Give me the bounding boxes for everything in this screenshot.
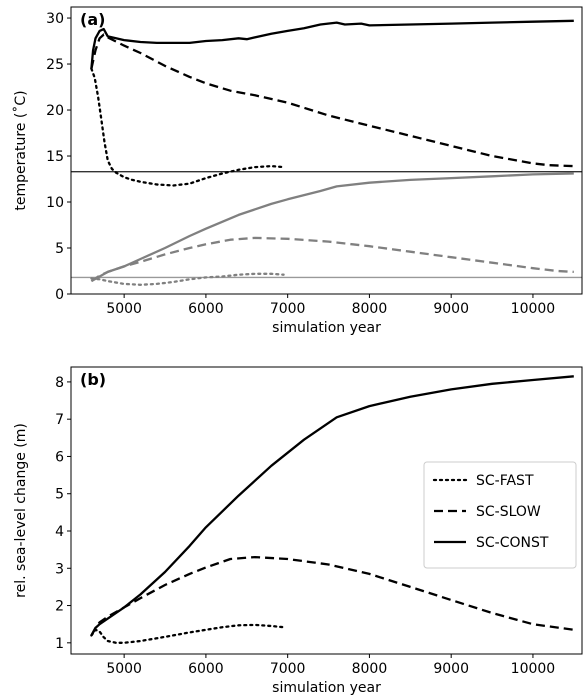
x-tick-label: 7000 xyxy=(270,661,306,677)
x-tick-label: 7000 xyxy=(270,301,306,317)
x-tick-label: 8000 xyxy=(352,661,388,677)
plot-frame xyxy=(70,6,583,295)
y-tick-label: 0 xyxy=(55,287,64,303)
x-tick-label: 5000 xyxy=(106,661,142,677)
y-tick-label: 1 xyxy=(55,636,64,652)
series-line-sc-slow xyxy=(90,555,574,636)
y-tick-label: 5 xyxy=(55,241,64,257)
legend-label-sc-fast: SC-FAST xyxy=(476,473,534,489)
y-tick-label: 2 xyxy=(55,599,64,615)
x-tick-label: 5000 xyxy=(106,301,142,317)
series-line-1 xyxy=(90,33,574,168)
y-tick-label: 3 xyxy=(55,561,64,577)
x-tick-label: 10000 xyxy=(511,301,556,317)
x-tick-label: 9000 xyxy=(433,301,469,317)
x-axis-label: simulation year xyxy=(272,680,381,696)
y-tick-label: 20 xyxy=(46,103,64,119)
y-tick-label: 8 xyxy=(55,375,64,391)
legend: SC-FAST SC-SLOW SC-CONST xyxy=(423,461,577,569)
panel-label: (b) xyxy=(80,370,106,389)
y-tick-label: 15 xyxy=(46,149,64,165)
series-line-sc-fast xyxy=(90,623,285,644)
x-tick-label: 8000 xyxy=(352,301,388,317)
y-tick-label: 25 xyxy=(46,57,64,73)
y-axis-label: rel. sea-level change (m) xyxy=(13,423,29,598)
x-tick-label: 6000 xyxy=(188,661,224,677)
y-tick-label: 5 xyxy=(55,487,64,503)
y-tick-label: 6 xyxy=(55,449,64,465)
panel-label: (a) xyxy=(80,10,105,29)
plot-frame xyxy=(70,366,583,655)
y-tick-label: 4 xyxy=(55,524,64,540)
series-line-0 xyxy=(90,67,285,187)
y-tick-label: 7 xyxy=(55,412,64,428)
legend-label-sc-const: SC-CONST xyxy=(476,535,549,551)
series-line-3 xyxy=(90,272,285,286)
y-tick-label: 10 xyxy=(46,195,64,211)
panel-a: 5000 6000 7000 8000 9000 10000 0 5 10 15 20 25 30 sim… xyxy=(12,6,583,336)
panel-b: 5000 6000 7000 8000 9000 10000 1 2 3 4 5 6 7 8 simulat… xyxy=(13,366,583,696)
series-line-sc-const xyxy=(90,375,574,636)
legend-label-sc-slow: SC-SLOW xyxy=(476,504,541,520)
series-line-4 xyxy=(90,236,574,283)
y-tick-label: 30 xyxy=(46,11,64,27)
series-line-2 xyxy=(90,19,574,69)
x-tick-label: 10000 xyxy=(511,661,556,677)
y-axis-label: temperature (˚C) xyxy=(12,90,29,210)
x-tick-label: 9000 xyxy=(433,661,469,677)
series-line-5 xyxy=(90,172,574,283)
x-tick-label: 6000 xyxy=(188,301,224,317)
x-axis-label: simulation year xyxy=(272,320,381,336)
